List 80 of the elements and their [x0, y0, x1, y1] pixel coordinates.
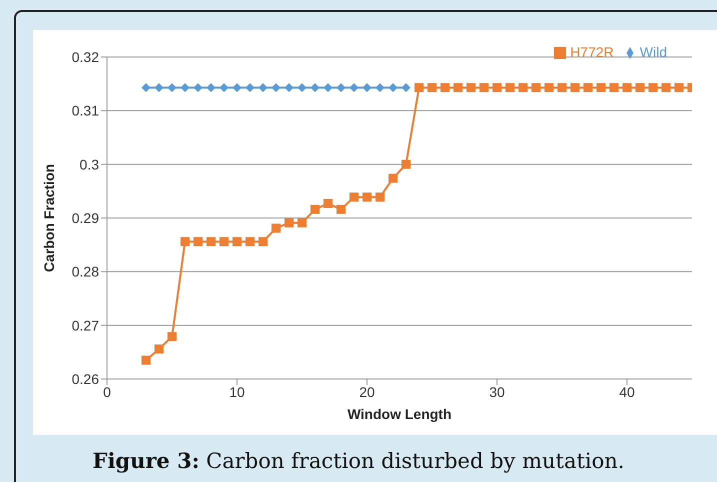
point — [324, 83, 332, 92]
point — [584, 83, 592, 92]
point — [194, 237, 202, 246]
point — [272, 224, 280, 233]
y-tick-label: 0.29 — [72, 210, 100, 226]
point — [610, 83, 618, 92]
point — [310, 83, 320, 92]
point — [402, 160, 410, 169]
caption: Figure 3: Carbon fraction disturbed by mutation. — [92, 448, 626, 473]
point — [336, 83, 346, 92]
point — [492, 83, 502, 92]
point — [414, 83, 424, 92]
point — [350, 192, 358, 202]
point — [258, 237, 268, 246]
point — [232, 237, 242, 246]
point — [454, 83, 462, 92]
point — [506, 83, 514, 92]
point — [142, 83, 150, 92]
y-tick-label: 0.31 — [72, 102, 100, 119]
point — [648, 83, 658, 92]
point — [636, 83, 644, 92]
point — [480, 83, 488, 92]
point — [674, 83, 684, 92]
point — [466, 83, 476, 92]
point — [440, 83, 450, 92]
x-tick-label: 0 — [103, 384, 112, 400]
point — [596, 83, 606, 92]
point — [336, 204, 346, 214]
x-tick-label: 20 — [359, 384, 375, 400]
point — [622, 83, 632, 92]
point — [350, 83, 358, 92]
point — [206, 83, 216, 92]
y-tick-label: 0.28 — [72, 264, 100, 280]
point — [362, 83, 372, 92]
point — [388, 83, 398, 92]
point — [324, 199, 332, 208]
point — [402, 83, 410, 92]
point — [284, 83, 294, 92]
point — [206, 237, 216, 246]
x-axis-title: Window Length — [347, 406, 452, 422]
y-tick-label: 0.32 — [72, 48, 100, 65]
point — [168, 332, 176, 342]
point — [220, 83, 228, 92]
point — [532, 83, 540, 92]
point — [194, 83, 202, 92]
point — [168, 83, 176, 92]
point — [428, 83, 436, 92]
point — [518, 83, 528, 92]
legend-label: Wild — [640, 44, 667, 60]
y-tick-label: 0.26 — [72, 370, 100, 387]
point — [376, 192, 384, 202]
point — [180, 237, 190, 246]
point — [246, 237, 254, 246]
point — [544, 83, 554, 92]
point — [376, 83, 384, 92]
point — [362, 192, 372, 202]
point — [154, 83, 164, 92]
point — [258, 83, 268, 92]
y-tick-label: 0.27 — [72, 317, 100, 334]
y-tick-label: 0.3 — [80, 156, 100, 172]
point — [570, 83, 580, 92]
point — [298, 218, 306, 228]
point — [232, 83, 242, 92]
y-axis-title: Carbon Fraction — [40, 164, 57, 272]
point — [298, 83, 306, 92]
point — [154, 344, 164, 354]
point — [662, 83, 670, 92]
point — [284, 218, 294, 228]
point — [142, 356, 150, 365]
x-tick-label: 30 — [489, 384, 505, 400]
x-tick-label: 40 — [619, 384, 635, 400]
point — [558, 83, 566, 92]
legend-label: H772R — [570, 44, 614, 60]
point — [272, 83, 280, 92]
point — [246, 83, 254, 92]
point — [220, 237, 228, 246]
x-tick-label: 10 — [229, 384, 245, 400]
point — [310, 204, 320, 214]
point — [180, 83, 190, 92]
point — [388, 174, 398, 183]
